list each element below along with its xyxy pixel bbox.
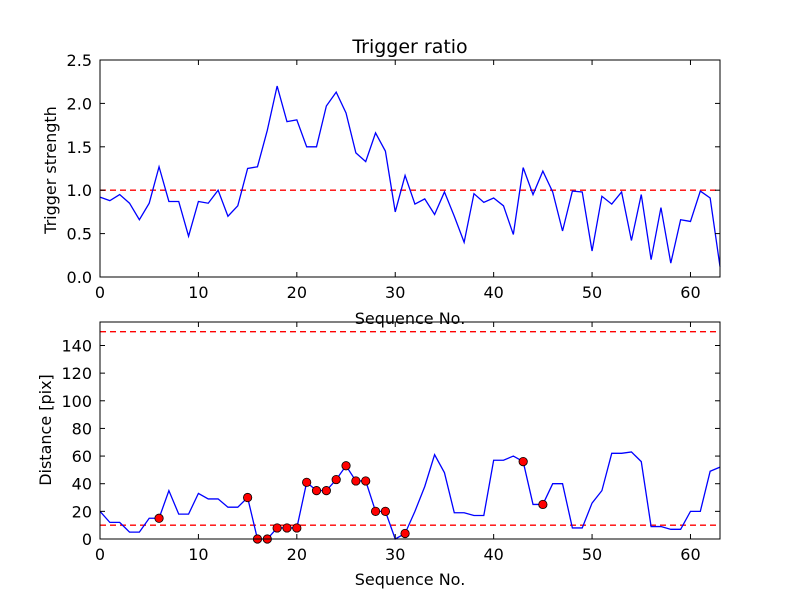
data-point xyxy=(321,486,331,496)
x-tick-label: 40 xyxy=(483,283,503,302)
y-tick-label: 20 xyxy=(72,502,92,521)
y-tick-label: 80 xyxy=(72,419,92,438)
y-tick-label: 1.0 xyxy=(67,181,92,200)
y-tick-label: 120 xyxy=(61,364,92,383)
y-tick-label: 0.0 xyxy=(67,268,92,287)
y-tick-label: 2.0 xyxy=(67,94,92,113)
data-point xyxy=(361,476,371,486)
x-tick-label: 30 xyxy=(385,545,405,564)
data-point xyxy=(272,523,282,533)
y-tick-label: 0 xyxy=(82,530,92,549)
y-tick-label: 100 xyxy=(61,392,92,411)
x-tick-label: 30 xyxy=(385,283,405,302)
x-tick-label: 0 xyxy=(95,283,105,302)
y-axis-title: Trigger strength xyxy=(41,106,60,235)
plot-frame xyxy=(99,59,721,278)
data-point xyxy=(370,506,381,516)
y-tick-label: 0.5 xyxy=(67,225,92,244)
data-point xyxy=(292,523,302,533)
data-point xyxy=(400,528,410,539)
y-tick-label: 40 xyxy=(72,475,92,494)
data-point xyxy=(518,456,528,467)
distance-chart: Sequence No. Distance [pix] 0 10 20 30 40 50 6… xyxy=(36,321,721,589)
data-point xyxy=(538,499,548,510)
x-tick-label: 20 xyxy=(287,545,307,564)
x-tick-label: 20 xyxy=(287,283,307,302)
series-line xyxy=(99,85,721,267)
data-point xyxy=(380,506,390,516)
x-tick-label: 10 xyxy=(188,283,208,302)
data-point xyxy=(311,486,322,496)
y-tick-label: 60 xyxy=(72,447,92,466)
data-point xyxy=(243,492,253,503)
x-tick-label: 60 xyxy=(680,283,700,302)
data-point xyxy=(154,513,164,523)
x-tick-label: 50 xyxy=(582,283,602,302)
x-tick-label: 0 xyxy=(95,545,105,564)
x-axis-title: Sequence No. xyxy=(355,570,466,589)
y-tick-label: 1.5 xyxy=(67,138,92,157)
data-point xyxy=(341,461,351,471)
x-axis-title: Sequence No. xyxy=(355,309,466,328)
y-axis-title: Distance [pix] xyxy=(36,374,55,486)
y-tick-label: 2.5 xyxy=(67,51,92,70)
data-point xyxy=(282,523,292,533)
x-tick-label: 60 xyxy=(680,545,700,564)
data-point xyxy=(302,477,312,487)
x-tick-label: 40 xyxy=(483,545,503,564)
series-line xyxy=(99,451,721,540)
x-tick-label: 50 xyxy=(582,545,602,564)
y-tick-label: 140 xyxy=(61,336,92,355)
trigger-ratio-chart: Trigger ratio Sequence No. Trigger stren… xyxy=(41,36,721,328)
plot-frame xyxy=(99,321,721,540)
data-point xyxy=(331,474,341,485)
data-point xyxy=(351,476,361,486)
chart-title: Trigger ratio xyxy=(351,36,467,58)
x-tick-label: 10 xyxy=(188,545,208,564)
